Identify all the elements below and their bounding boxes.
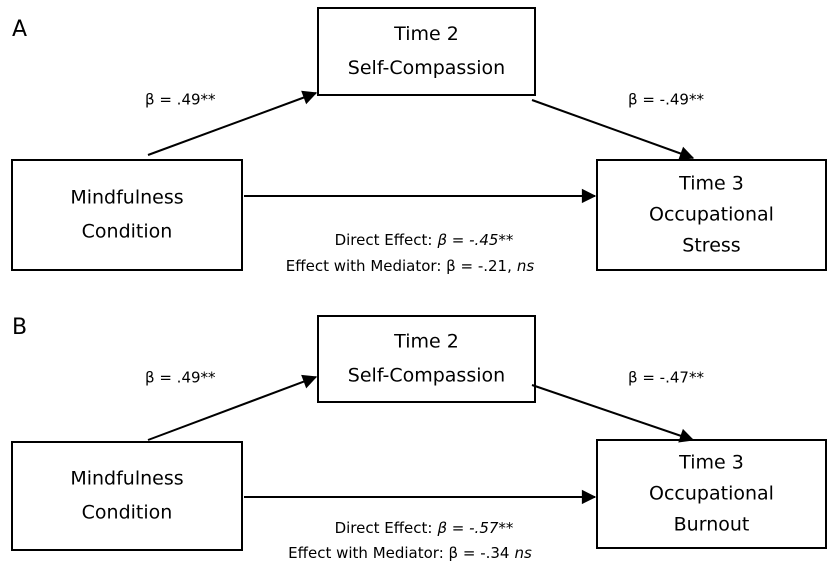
outcome-label: Time 3 — [678, 173, 744, 195]
mediator-label: Time 2 — [393, 23, 459, 45]
outcome-label: Stress — [682, 235, 740, 257]
mediated-effect-note: ns — [517, 257, 535, 275]
path-b-label: β = -.49** — [628, 91, 704, 109]
path-b-label: β = -.47** — [628, 369, 704, 387]
mediator-label: Self-Compassion — [348, 57, 505, 79]
mediator-label: Self-Compassion — [348, 365, 505, 387]
path-a-arrow — [147, 374, 318, 441]
outcome-label: Time 3 — [678, 452, 744, 474]
path-a-arrow — [147, 90, 318, 156]
outcome-label: Burnout — [674, 514, 750, 536]
panel-label: A — [12, 17, 27, 42]
mediated-effect-label: Effect with Mediator: β = -.34 — [288, 544, 509, 562]
mediated-effect: Effect with Mediator: β = -.34 ns — [288, 544, 532, 562]
outcome-box — [596, 439, 827, 549]
predictor-label: Condition — [82, 502, 173, 524]
outcome-box — [596, 159, 827, 271]
outcome-label: Occupational — [649, 483, 774, 505]
outcome-label: Occupational — [649, 204, 774, 226]
mediator-box — [317, 315, 536, 403]
direct-effect-label: Direct Effect: — [335, 231, 433, 249]
path-a-label: β = .49** — [145, 369, 216, 387]
predictor-box — [11, 159, 243, 271]
predictor-label: Condition — [82, 221, 173, 243]
direct-effect-value: β = -.45** — [436, 231, 513, 249]
predictor-label: Mindfulness — [70, 468, 183, 490]
mediator-box — [317, 7, 536, 96]
mediated-effect-note: ns — [514, 544, 532, 562]
mediated-effect: Effect with Mediator: β = -.21, ns — [286, 257, 535, 275]
predictor-box — [11, 441, 243, 551]
mediated-effect-label: Effect with Mediator: β = -.21, — [286, 257, 512, 275]
direct-effect-value: β = -.57** — [436, 519, 513, 537]
path-b-arrow — [531, 384, 695, 443]
direct-effect: Direct Effect: β = -.45** — [335, 231, 514, 249]
direct-effect-label: Direct Effect: — [335, 519, 433, 537]
direct-effect: Direct Effect: β = -.57** — [335, 519, 514, 537]
panel-label: B — [12, 315, 27, 340]
predictor-label: Mindfulness — [70, 187, 183, 209]
mediator-label: Time 2 — [393, 331, 459, 353]
path-a-label: β = .49** — [145, 91, 216, 109]
path-b-arrow — [531, 99, 695, 161]
